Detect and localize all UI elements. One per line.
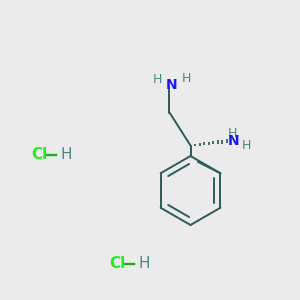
Text: N: N bbox=[166, 78, 178, 92]
Text: H: H bbox=[242, 139, 251, 152]
Text: H: H bbox=[228, 127, 237, 140]
Text: Cl: Cl bbox=[110, 256, 126, 272]
Text: N: N bbox=[228, 134, 240, 148]
Text: H: H bbox=[61, 147, 72, 162]
Text: H: H bbox=[181, 71, 191, 85]
Text: H: H bbox=[139, 256, 150, 272]
Text: H: H bbox=[153, 73, 162, 86]
Text: Cl: Cl bbox=[32, 147, 48, 162]
